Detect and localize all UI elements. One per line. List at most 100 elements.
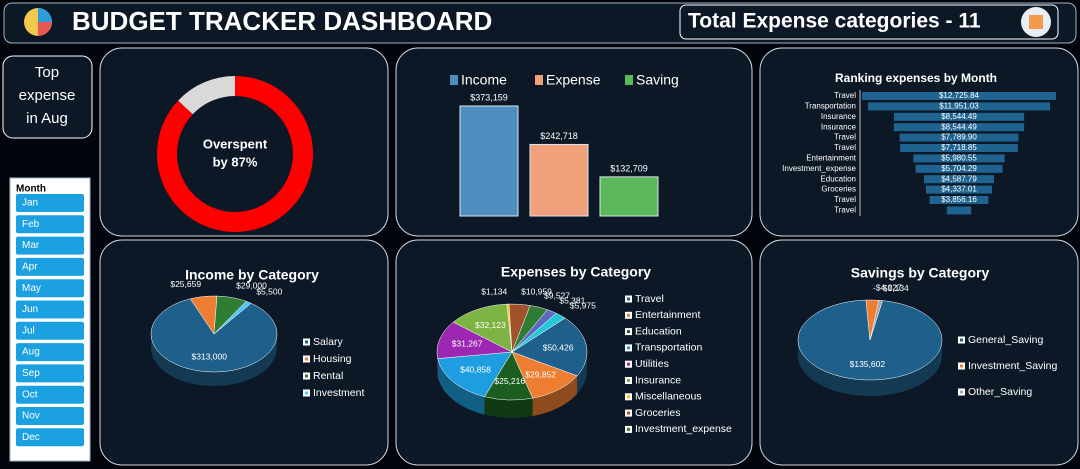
legend-swatch-inner — [627, 330, 630, 334]
legend-label: Expense — [546, 72, 601, 88]
month-button[interactable] — [16, 385, 84, 404]
legend-label: Salary — [313, 336, 344, 348]
summary-text: Total Expense categories - 11 — [688, 10, 981, 33]
pie-side — [798, 340, 942, 396]
month-button[interactable] — [16, 407, 84, 425]
category-label: Travel — [834, 91, 856, 100]
bar — [913, 154, 1005, 163]
pie-value-label: $25,216 — [494, 376, 525, 386]
pie-value-label: $313,000 — [192, 352, 228, 362]
legend-swatch-inner — [960, 390, 963, 394]
legend-swatch-inner — [627, 379, 630, 382]
month-button[interactable] — [16, 257, 84, 276]
month-label: Oct — [22, 389, 38, 400]
category-label: Education — [820, 174, 856, 183]
top-expense-line: expense — [19, 87, 76, 104]
month-button[interactable] — [16, 343, 84, 362]
month-label: Mar — [22, 240, 40, 251]
pie-value-label: $25,659 — [170, 279, 201, 289]
category-label: Travel — [834, 143, 856, 152]
pie-value-label: $5,500 — [256, 286, 282, 296]
legend-swatch-inner — [305, 374, 308, 378]
pie-slice — [452, 303, 513, 353]
summary-box — [679, 4, 1059, 40]
legend-swatch-inner — [305, 340, 308, 344]
bar-value-label: $132,709 — [610, 163, 648, 173]
legend-label: Insurance — [635, 374, 681, 386]
pie-side — [437, 358, 485, 415]
logo-icon-slice — [38, 8, 52, 22]
legend-swatch-inner — [960, 364, 963, 368]
month-label: May — [22, 283, 41, 294]
legend-label: Transportation — [635, 342, 702, 354]
legend-swatch-inner — [627, 411, 630, 415]
month-button[interactable] — [16, 194, 84, 212]
chart-title: Ranking expenses by Month — [835, 71, 997, 85]
bar — [900, 144, 1018, 152]
pie-side — [577, 352, 587, 394]
slicer-title: Month — [16, 184, 46, 195]
bar-value-label: $12,725.84 — [939, 91, 980, 100]
month-button[interactable] — [16, 428, 84, 447]
month-label: Nov — [22, 411, 40, 422]
category-label: Investment_expense — [782, 164, 856, 173]
legend-label: Income — [461, 72, 507, 88]
logo-icon-slice — [38, 22, 52, 36]
category-label: Travel — [834, 133, 856, 142]
month-button[interactable] — [16, 279, 84, 298]
legend-swatch-inner — [627, 313, 630, 317]
legend-label: Housing — [313, 353, 352, 365]
bar — [867, 102, 1051, 111]
category-label: Insurance — [821, 112, 857, 121]
month-label: Feb — [22, 219, 40, 230]
month-button[interactable] — [16, 321, 84, 340]
donut-center-label: by 87% — [213, 154, 258, 169]
legend-swatch-inner — [627, 297, 630, 301]
legend-swatch — [450, 75, 458, 85]
category-label: Travel — [834, 195, 856, 204]
legend-label: Investment_Saving — [968, 360, 1057, 372]
legend-swatch-inner — [960, 338, 963, 342]
legend-label: Utilities — [635, 358, 669, 370]
bar — [915, 164, 1003, 173]
month-button[interactable] — [16, 215, 84, 234]
pie-slice — [436, 321, 513, 359]
month-label: Apr — [22, 262, 38, 273]
donut-center-label: Overspent — [203, 136, 268, 151]
pie-value-label: -$4,027 — [873, 282, 902, 292]
bar — [862, 92, 1056, 100]
legend-swatch-inner — [627, 427, 630, 431]
month-label: Aug — [22, 347, 40, 358]
pie-slice — [869, 300, 883, 341]
bar — [893, 123, 1025, 132]
legend-swatch-inner — [305, 357, 308, 361]
legend-label: Saving — [636, 72, 679, 88]
bar — [924, 175, 994, 184]
month-button[interactable] — [16, 300, 84, 319]
bar — [925, 185, 993, 194]
legend-swatch-inner — [305, 391, 308, 395]
legend-label: Education — [635, 325, 682, 337]
category-label: Groceries — [821, 185, 856, 194]
pie-value-label: $5,975 — [570, 301, 596, 311]
month-button[interactable] — [16, 236, 84, 255]
bar-value-label: $7,718.85 — [941, 143, 977, 152]
pie-slice — [511, 317, 588, 377]
bar-value-label: $242,718 — [540, 131, 578, 141]
pie-value-label: $1,134 — [883, 283, 909, 293]
category-label: Entertainment — [806, 154, 857, 163]
legend-swatch-inner — [627, 362, 630, 366]
legend-label: Rental — [313, 370, 343, 382]
month-label: Jan — [22, 198, 38, 209]
legend-label: Other_Saving — [968, 386, 1032, 398]
legend-swatch-inner — [627, 395, 630, 399]
pie-value-label: $135,602 — [850, 359, 886, 369]
chart-title: Income by Category — [185, 267, 319, 283]
pie-value-label: $32,123 — [475, 320, 506, 330]
pie-value-label: $50,426 — [543, 342, 574, 352]
month-button[interactable] — [16, 364, 84, 383]
bar-value-label: $5,704.29 — [941, 164, 977, 173]
bar — [946, 206, 972, 215]
pie-value-label: $29,852 — [525, 370, 556, 380]
